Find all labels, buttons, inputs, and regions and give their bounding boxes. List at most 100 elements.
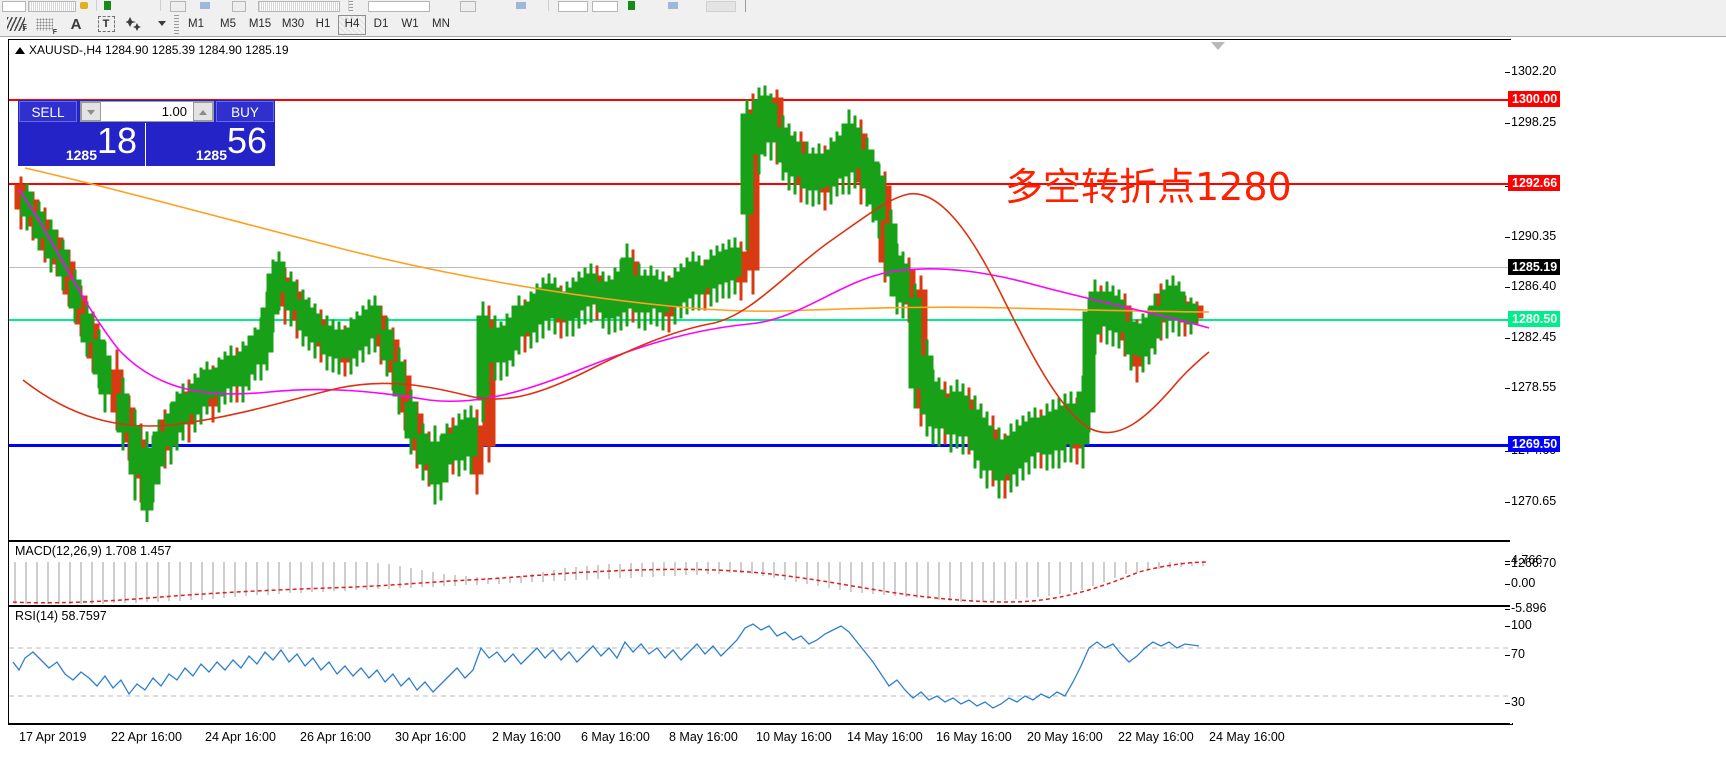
toolbar-chip[interactable]: [368, 1, 430, 12]
timeframe-m1[interactable]: M1: [188, 18, 204, 30]
time-label: 16 May 16:00: [936, 730, 1012, 744]
toolbar-chip-yellow[interactable]: [80, 2, 88, 9]
rsi-scale-100: 100: [1505, 618, 1532, 632]
level-line-1269-50[interactable]: [9, 444, 1510, 447]
toolbar-chip[interactable]: [558, 1, 588, 12]
rsi-label: RSI(14) 58.7597: [15, 609, 107, 623]
buy-price-pips: 56: [226, 120, 267, 161]
chart-title-text: XAUUSD-,H4 1284.90 1285.39 1284.90 1285.…: [29, 43, 289, 57]
buy-button[interactable]: BUY: [216, 101, 274, 122]
timeframe-d1[interactable]: D1: [373, 18, 389, 30]
toolbar-chip-blue[interactable]: [516, 2, 526, 9]
one-click-trading-panel[interactable]: SELL 1.00 BUY 1285 18 1285 56: [18, 100, 275, 166]
indicators-glyph: F: [35, 17, 57, 36]
time-label: 22 Apr 16:00: [111, 730, 182, 744]
toolbar-chip-blue[interactable]: [200, 2, 210, 9]
timeframe-w1[interactable]: W1: [401, 18, 419, 30]
timeframe-m30[interactable]: M30: [281, 18, 305, 30]
expert-advisors-icon[interactable]: E: [4, 14, 28, 34]
toolbar-chip[interactable]: [706, 1, 736, 12]
toolbar-chip-hatch[interactable]: [258, 1, 340, 12]
indicator-sub-letter: F: [52, 29, 57, 36]
toolbar-chip[interactable]: [592, 1, 618, 12]
pane-separator-bottom: [9, 723, 1510, 725]
time-label: 26 Apr 16:00: [300, 730, 371, 744]
time-axis: 17 Apr 2019 22 Apr 16:00 24 Apr 16:00 26…: [9, 728, 1510, 752]
price-label-last-price[interactable]: 1285.19: [1508, 259, 1561, 275]
timeframe-mn[interactable]: MN: [432, 18, 450, 30]
macd-label: MACD(12,26,9) 1.708 1.457: [15, 544, 172, 558]
timeframe-h4[interactable]: H4: [338, 15, 366, 35]
text-label-icon[interactable]: T: [94, 14, 118, 34]
price-tick: 1298.25: [1504, 115, 1557, 129]
time-label: 30 Apr 16:00: [395, 730, 466, 744]
text-label-glyph: T: [97, 16, 115, 32]
toolbar-grip[interactable]: [348, 0, 353, 11]
time-label: 20 May 16:00: [1027, 730, 1103, 744]
timeframe-m15[interactable]: M15: [248, 18, 272, 30]
toolbar-chip[interactable]: [2, 1, 26, 12]
price-tick: 1270.65: [1504, 494, 1557, 508]
indicators-icon[interactable]: F: [32, 14, 57, 36]
toolbar-grip[interactable]: [174, 14, 179, 34]
ma-red-line: [22, 193, 1210, 434]
time-label: 24 May 16:00: [1209, 730, 1285, 744]
ea-sub-letter: E: [22, 24, 27, 31]
text-tool-icon[interactable]: A: [70, 15, 82, 33]
toolbar-chip-hatch[interactable]: [28, 1, 76, 12]
time-label: 24 Apr 16:00: [205, 730, 276, 744]
time-label: 6 May 16:00: [581, 730, 650, 744]
price-label-support-1269[interactable]: 1269.50: [1508, 436, 1561, 452]
rsi-scale-70: 70: [1505, 647, 1525, 661]
price-label-support-1280[interactable]: 1280.50: [1508, 311, 1561, 327]
buy-price[interactable]: 1285 56: [147, 120, 275, 166]
price-tick: 1286.40: [1504, 279, 1557, 293]
macd-scale-min: -5.896: [1504, 601, 1547, 615]
level-line-1280-50[interactable]: [9, 319, 1510, 321]
chevron-down-icon: [87, 110, 95, 115]
secondary-toolbar-strip[interactable]: [0, 0, 1726, 13]
macd-histogram: [14, 562, 1204, 604]
timeframe-h1[interactable]: H1: [315, 18, 331, 30]
candles: [14, 85, 1204, 522]
toolbar-chip-green[interactable]: [104, 1, 111, 10]
sell-price[interactable]: 1285 18: [18, 120, 146, 166]
timeframe-m5[interactable]: M5: [220, 18, 236, 30]
rsi-scale-30: 30: [1505, 695, 1525, 709]
chevron-down-icon[interactable]: [158, 21, 166, 26]
toolbar-end-divider: [745, 0, 746, 12]
volume-input[interactable]: 1.00: [80, 101, 214, 122]
price-scale[interactable]: 1302.20 1298.25 1294.30 1290.35 1286.40 …: [1504, 39, 1611, 723]
expert-advisors-glyph: E: [7, 17, 27, 31]
sell-button[interactable]: SELL: [19, 101, 77, 122]
ma-magenta-line: [18, 189, 1210, 403]
price-tick: 1302.20: [1504, 64, 1557, 78]
objects-icon[interactable]: [124, 14, 148, 34]
pane-separator-macd[interactable]: [9, 540, 1510, 542]
chart-title: XAUUSD-,H4 1284.90 1285.39 1284.90 1285.…: [15, 43, 289, 57]
time-label: 14 May 16:00: [847, 730, 923, 744]
toolbar-chip-green[interactable]: [628, 1, 635, 10]
buy-price-prefix: 1285: [195, 147, 227, 163]
time-label: 8 May 16:00: [669, 730, 738, 744]
chart-window[interactable]: XAUUSD-,H4 1284.90 1285.39 1284.90 1285.…: [8, 39, 1513, 744]
price-tick: 1290.35: [1504, 229, 1557, 243]
pane-separator-rsi[interactable]: [9, 605, 1510, 607]
sell-price-prefix: 1285: [65, 147, 97, 163]
time-label: 10 May 16:00: [756, 730, 832, 744]
sell-price-pips: 18: [96, 120, 137, 161]
toolbar-chip[interactable]: [232, 1, 246, 12]
volume-decrement-button[interactable]: [81, 102, 101, 121]
chevron-down-icon[interactable]: [1211, 42, 1225, 50]
macd-signal-line: [12, 561, 1208, 604]
toolbar-chip-blue[interactable]: [668, 2, 678, 9]
price-label-resistance-1300[interactable]: 1300.00: [1508, 91, 1561, 107]
toolbar-chip[interactable]: [460, 1, 476, 12]
price-label-resistance-1292[interactable]: 1292.66: [1508, 175, 1561, 191]
price-tick: 1282.45: [1504, 330, 1557, 344]
toolbar-chip[interactable]: [170, 1, 186, 12]
price-pane-plot: [14, 85, 1210, 522]
main-toolbar[interactable]: E F A T M1 M5 M15 M30 H1 H4 D1 W1 MN: [0, 12, 1726, 37]
volume-value: 1.00: [161, 104, 187, 119]
volume-increment-button[interactable]: [193, 102, 213, 121]
